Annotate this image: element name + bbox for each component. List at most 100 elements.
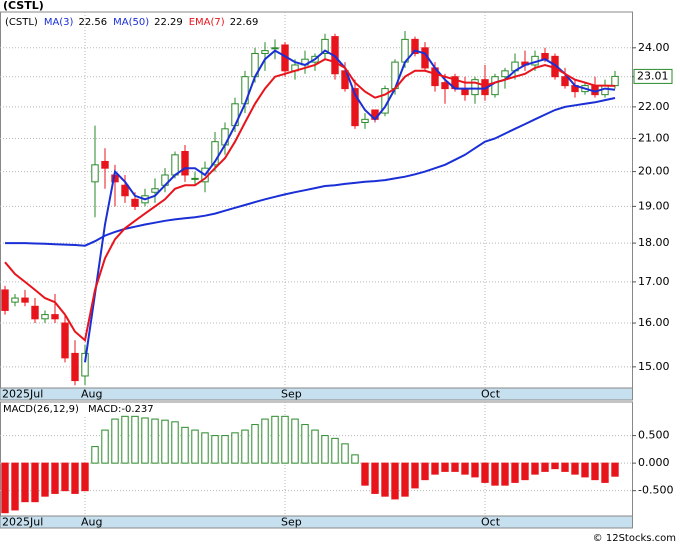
macd-bar [51,462,59,494]
macd-bar [611,462,619,477]
macd-bar [161,419,169,464]
candle-body [1,289,9,311]
macd-bar [21,462,29,503]
y-tick-label: 16.00 [638,316,670,329]
candle-body [171,154,179,176]
macd-bar [431,462,439,475]
x-tick-label: Oct [481,388,501,401]
macd-bar [471,462,479,478]
macd-bar [511,462,519,483]
macd-bar [171,421,179,464]
candle-body [321,38,329,54]
y-tick-label: 22.00 [638,100,670,113]
macd-bar [151,418,159,464]
macd-bar [501,462,509,486]
candle-body [441,82,449,90]
candle-body [131,198,139,207]
candle-body [341,70,349,90]
macd-value: -0.237 [121,404,153,415]
macd-bar [441,462,449,472]
macd-bar [91,446,99,464]
macd-bar [571,462,579,475]
candle-body [21,297,29,303]
macd-bar [241,429,249,464]
macd-bar [361,462,369,486]
macd-bar [81,462,89,492]
date-strip [0,515,633,529]
legend: (CSTL) MA(3) 22.56 MA(50) 22.29 EMA(7) 22.69 [5,17,258,28]
price-label: 23.01 [637,69,669,82]
candle-body [411,38,419,54]
macd-bar [371,462,379,494]
macd-bar [491,462,499,486]
candle-body [181,151,189,176]
macd-bar [351,454,359,464]
macd-bar [421,462,429,481]
candle-body [81,352,89,377]
legend-bg [2,403,162,415]
macd-bar [381,462,389,497]
macd-bar [141,417,149,464]
macd-bar [41,462,49,497]
macd-bar [111,418,119,464]
date-strip [0,387,633,401]
macd-bar [61,462,69,492]
legend-value: 22.69 [230,17,259,28]
y-tick-label: 21.00 [638,131,670,144]
macd-bar [71,462,79,494]
macd-bar [281,415,289,464]
macd-bar [291,418,299,464]
macd-bar [461,462,469,475]
macd-bar [1,462,9,514]
candle-body [471,79,479,96]
macd-bar [561,462,569,472]
x-tick-label: Sep [281,388,302,401]
price-label-box [633,68,673,84]
candle-body [151,188,159,193]
macd-bar [521,462,529,481]
candle-body [91,164,99,183]
candle-body [271,47,279,50]
legend-value: 22.29 [154,17,183,28]
y-tick-label: -0.500 [638,484,673,497]
x-tick-label: Aug [81,388,102,401]
y-tick-label: 15.00 [638,360,670,373]
macd-bar [401,462,409,497]
macd-bar [211,435,219,464]
candle-body [501,70,509,78]
x-tick-label: 2025Jul [2,516,43,529]
candle-body [101,160,109,169]
macd-bar [101,429,109,464]
candle-body [71,352,79,382]
candle-body [11,297,19,303]
chart-title: (CSTL) [3,0,44,12]
macd-bar [301,424,309,464]
macd-bar [481,462,489,483]
macd-bar [191,429,199,464]
candle-body [611,75,619,87]
candle-body [261,50,269,54]
footer: © 12Stocks.com [593,533,676,544]
y-tick-label: 19.00 [638,199,670,212]
y-tick-label: 20.00 [638,165,670,178]
macd-bar [11,462,19,511]
candle-body [491,76,499,96]
candle-body [61,322,69,359]
y-tick-label: 0.000 [638,456,670,469]
x-tick-label: Oct [481,516,501,529]
macd-bar [451,462,459,472]
macd-bar [121,415,129,464]
candle-body [211,141,219,166]
x-tick-label: Aug [81,516,102,529]
y-tick-label: 17.00 [638,275,670,288]
legend-name: MA(3) [44,17,74,28]
macd-label: MACD: [88,404,121,415]
macd-bar [231,432,239,464]
macd-bar [201,432,209,464]
macd-bar [411,462,419,489]
macd-bar [181,426,189,464]
macd-bar [331,437,339,464]
macd-bar [271,415,279,464]
ma-line [84,49,616,363]
